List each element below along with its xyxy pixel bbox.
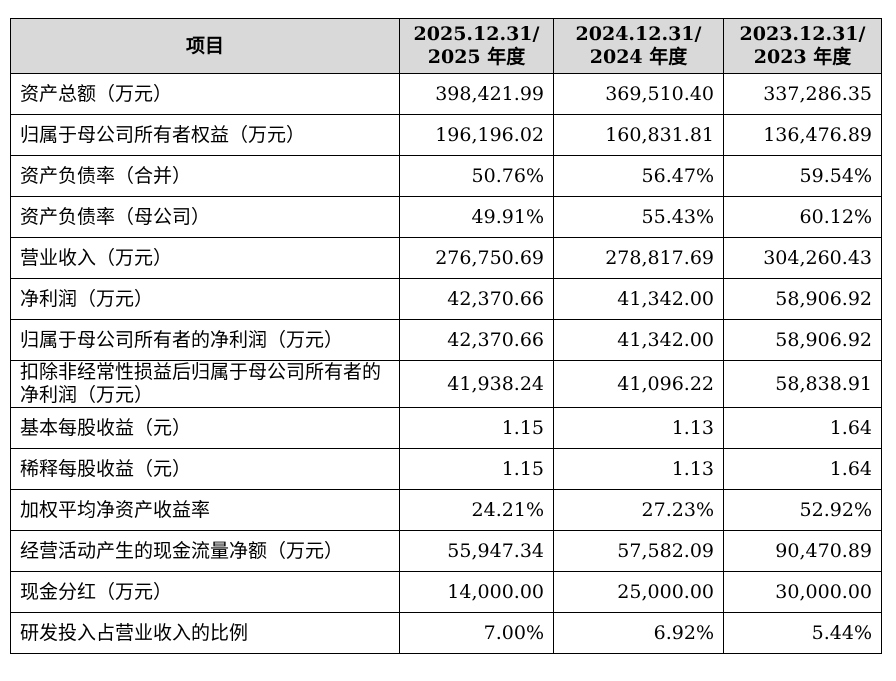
- table-row: 资产负债率（母公司） 49.91% 55.43% 60.12%: [10, 196, 882, 238]
- table-row: 研发投入占营业收入的比例 7.00% 6.92% 5.44%: [10, 612, 882, 654]
- table-row: 扣除非经常性损益后归属于母公司所有者的净利润（万元） 41,938.24 41,…: [10, 360, 882, 408]
- row-value-2025: 24.21%: [399, 489, 554, 531]
- row-value-2023: 5.44%: [723, 612, 882, 654]
- row-value-2023: 337,286.35: [723, 73, 882, 115]
- row-label: 净利润（万元）: [10, 278, 400, 320]
- row-value-2025: 398,421.99: [399, 73, 554, 115]
- table-row: 基本每股收益（元） 1.15 1.13 1.64: [10, 407, 882, 449]
- row-value-2023: 136,476.89: [723, 114, 882, 156]
- row-label: 基本每股收益（元）: [10, 407, 400, 449]
- row-value-2024: 41,342.00: [553, 319, 724, 361]
- row-value-2025: 55,947.34: [399, 530, 554, 572]
- table-row: 现金分红（万元） 14,000.00 25,000.00 30,000.00: [10, 571, 882, 613]
- row-label: 扣除非经常性损益后归属于母公司所有者的净利润（万元）: [10, 360, 400, 408]
- row-label: 经营活动产生的现金流量净额（万元）: [10, 530, 400, 572]
- row-value-2024: 41,342.00: [553, 278, 724, 320]
- row-value-2024: 1.13: [553, 448, 724, 490]
- row-label: 加权平均净资产收益率: [10, 489, 400, 531]
- row-value-2023: 58,906.92: [723, 278, 882, 320]
- header-year-line2: 2025 年度: [427, 46, 526, 68]
- header-year-2024: 2024.12.31/ 2024 年度: [553, 18, 724, 74]
- row-value-2023: 52.92%: [723, 489, 882, 531]
- row-value-2023: 30,000.00: [723, 571, 882, 613]
- row-value-2025: 1.15: [399, 448, 554, 490]
- row-value-2024: 57,582.09: [553, 530, 724, 572]
- table-row: 营业收入（万元） 276,750.69 278,817.69 304,260.4…: [10, 237, 882, 279]
- row-value-2025: 49.91%: [399, 196, 554, 238]
- row-label: 归属于母公司所有者权益（万元）: [10, 114, 400, 156]
- row-value-2024: 56.47%: [553, 155, 724, 197]
- row-value-2023: 58,906.92: [723, 319, 882, 361]
- table-row: 归属于母公司所有者的净利润（万元） 42,370.66 41,342.00 58…: [10, 319, 882, 361]
- table-row: 稀释每股收益（元） 1.15 1.13 1.64: [10, 448, 882, 490]
- header-year-line1: 2023.12.31/: [739, 23, 866, 45]
- row-value-2023: 1.64: [723, 407, 882, 449]
- row-value-2024: 55.43%: [553, 196, 724, 238]
- row-value-2024: 160,831.81: [553, 114, 724, 156]
- header-item: 项目: [10, 18, 400, 74]
- table-row: 资产总额（万元） 398,421.99 369,510.40 337,286.3…: [10, 73, 882, 115]
- row-value-2024: 6.92%: [553, 612, 724, 654]
- row-value-2025: 50.76%: [399, 155, 554, 197]
- row-value-2025: 196,196.02: [399, 114, 554, 156]
- row-value-2025: 14,000.00: [399, 571, 554, 613]
- row-label: 稀释每股收益（元）: [10, 448, 400, 490]
- table-row: 净利润（万元） 42,370.66 41,342.00 58,906.92: [10, 278, 882, 320]
- row-value-2024: 1.13: [553, 407, 724, 449]
- row-value-2024: 369,510.40: [553, 73, 724, 115]
- header-year-line1: 2024.12.31/: [575, 23, 702, 45]
- header-year-2023: 2023.12.31/ 2023 年度: [723, 18, 882, 74]
- row-label: 资产总额（万元）: [10, 73, 400, 115]
- table-row: 归属于母公司所有者权益（万元） 196,196.02 160,831.81 13…: [10, 114, 882, 156]
- row-label: 营业收入（万元）: [10, 237, 400, 279]
- row-value-2025: 42,370.66: [399, 278, 554, 320]
- row-value-2024: 25,000.00: [553, 571, 724, 613]
- row-label: 现金分红（万元）: [10, 571, 400, 613]
- header-year-line2: 2024 年度: [589, 46, 688, 68]
- table-row: 经营活动产生的现金流量净额（万元） 55,947.34 57,582.09 90…: [10, 530, 882, 572]
- row-value-2023: 58,838.91: [723, 360, 882, 408]
- financial-table: 项目 2025.12.31/ 2025 年度 2024.12.31/ 2024 …: [10, 18, 882, 654]
- row-value-2024: 278,817.69: [553, 237, 724, 279]
- header-year-line2: 2023 年度: [753, 46, 852, 68]
- row-value-2023: 60.12%: [723, 196, 882, 238]
- table-row: 加权平均净资产收益率 24.21% 27.23% 52.92%: [10, 489, 882, 531]
- row-value-2023: 59.54%: [723, 155, 882, 197]
- header-year-line1: 2025.12.31/: [413, 23, 540, 45]
- row-label: 研发投入占营业收入的比例: [10, 612, 400, 654]
- row-value-2025: 276,750.69: [399, 237, 554, 279]
- row-value-2023: 90,470.89: [723, 530, 882, 572]
- row-value-2025: 41,938.24: [399, 360, 554, 408]
- row-label: 资产负债率（合并）: [10, 155, 400, 197]
- row-label: 资产负债率（母公司）: [10, 196, 400, 238]
- header-year-2025: 2025.12.31/ 2025 年度: [399, 18, 554, 74]
- row-value-2025: 42,370.66: [399, 319, 554, 361]
- row-value-2025: 1.15: [399, 407, 554, 449]
- row-value-2024: 41,096.22: [553, 360, 724, 408]
- table-header-row: 项目 2025.12.31/ 2025 年度 2024.12.31/ 2024 …: [10, 18, 882, 74]
- row-value-2024: 27.23%: [553, 489, 724, 531]
- table-row: 资产负债率（合并） 50.76% 56.47% 59.54%: [10, 155, 882, 197]
- row-label: 归属于母公司所有者的净利润（万元）: [10, 319, 400, 361]
- row-value-2023: 304,260.43: [723, 237, 882, 279]
- row-value-2023: 1.64: [723, 448, 882, 490]
- row-value-2025: 7.00%: [399, 612, 554, 654]
